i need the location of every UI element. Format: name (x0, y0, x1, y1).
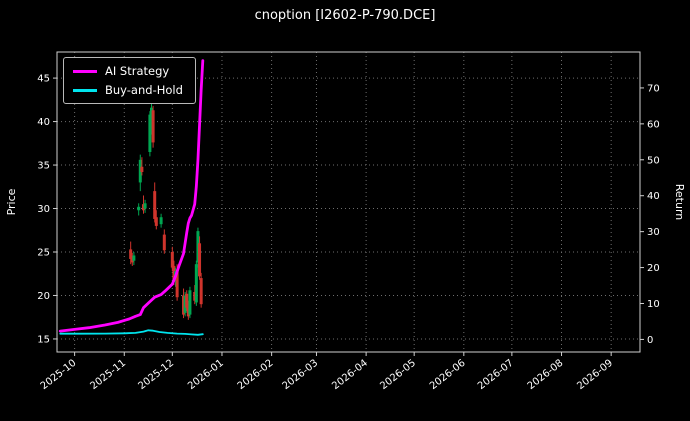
candle (159, 213, 163, 228)
svg-text:2026-05: 2026-05 (378, 358, 418, 392)
ai-strategy-line-swatch (73, 69, 97, 73)
legend-label-buy-and-hold: Buy-and-Hold (105, 83, 183, 97)
svg-text:0: 0 (647, 335, 653, 346)
candle (130, 252, 134, 266)
svg-text:20: 20 (37, 291, 50, 302)
candle (141, 195, 145, 214)
svg-text:50: 50 (647, 155, 660, 166)
plot-border (56, 51, 641, 353)
candle (198, 236, 202, 280)
legend: AI Strategy Buy-and-Hold (63, 57, 196, 104)
candle (170, 246, 174, 272)
svg-text:35: 35 (37, 161, 50, 172)
candle (148, 111, 152, 157)
svg-text:2026-07: 2026-07 (476, 358, 516, 392)
candle (132, 252, 136, 266)
candle (199, 272, 203, 308)
svg-text:2026-09: 2026-09 (575, 358, 615, 392)
svg-text:2025-10: 2025-10 (39, 358, 79, 392)
svg-text:30: 30 (37, 204, 50, 215)
svg-text:2026-01: 2026-01 (186, 358, 226, 392)
svg-text:45: 45 (37, 74, 50, 85)
svg-text:10: 10 (647, 299, 660, 310)
svg-text:70: 70 (647, 83, 660, 94)
svg-text:2025-11: 2025-11 (88, 358, 128, 392)
price-axis-label: Price (5, 188, 18, 215)
candle (137, 203, 141, 216)
candle (140, 157, 144, 176)
svg-text:2026-02: 2026-02 (236, 358, 276, 392)
svg-text:40: 40 (37, 117, 50, 128)
axis-labels: 15 20 25 30 35 40 45 0 10 20 30 40 50 60 70 2025-10 2025… (37, 74, 659, 393)
ai-strategy-line (58, 59, 205, 333)
svg-text:2026-03: 2026-03 (281, 358, 321, 392)
candle (186, 300, 190, 320)
svg-text:2026-06: 2026-06 (428, 358, 468, 392)
candle (182, 288, 186, 319)
candle (149, 102, 153, 135)
candle (162, 229, 166, 254)
svg-text:2026-04: 2026-04 (330, 358, 370, 392)
candle (138, 154, 142, 192)
legend-item-ai-strategy: AI Strategy (73, 64, 183, 78)
candle (188, 286, 192, 319)
buy-and-hold-line (59, 329, 204, 336)
candles-group (129, 102, 203, 320)
svg-text:15: 15 (37, 334, 50, 345)
candle (151, 105, 155, 148)
svg-text:25: 25 (37, 248, 50, 259)
svg-text:20: 20 (647, 263, 660, 274)
svg-text:40: 40 (647, 191, 660, 202)
svg-text:2025-12: 2025-12 (136, 358, 176, 392)
buy-and-hold-line-swatch (73, 88, 97, 92)
candle (154, 210, 158, 230)
candle (196, 227, 200, 268)
candle (185, 290, 189, 312)
svg-text:60: 60 (647, 119, 660, 130)
chart-title: cnoption [I2602-P-790.DCE] (254, 8, 436, 23)
return-axis-label: Return (673, 184, 686, 221)
candle (183, 292, 187, 317)
legend-label-ai-strategy: AI Strategy (105, 64, 170, 78)
candle (194, 260, 198, 306)
svg-text:2026-08: 2026-08 (526, 358, 566, 392)
legend-item-buy-and-hold: Buy-and-Hold (73, 83, 183, 97)
candle (193, 285, 197, 305)
candle (129, 241, 133, 265)
candle (143, 199, 147, 213)
candle (153, 182, 157, 223)
svg-text:30: 30 (647, 227, 660, 238)
